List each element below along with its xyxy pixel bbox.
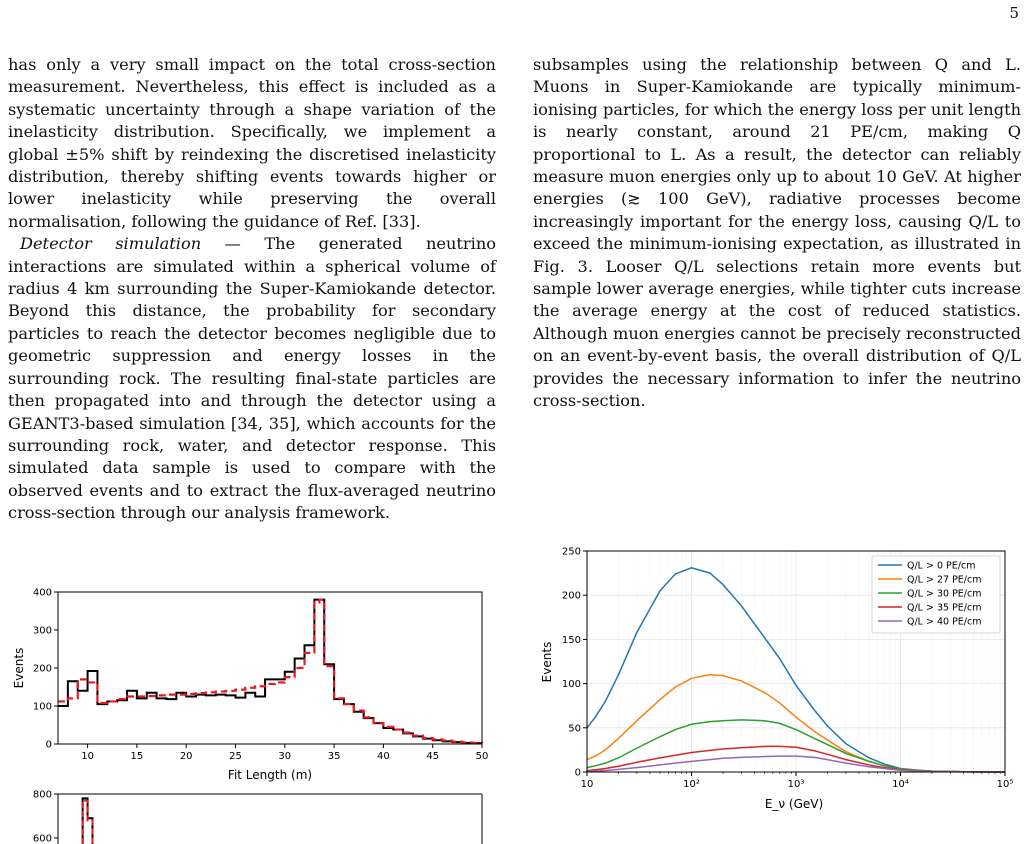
fit-length-xtick-label: 20 [180,751,193,762]
second-histogram-ytick-label: 600 [33,834,52,844]
energy-xtick-label: 10⁴ [892,779,909,790]
fit-length-axes: 10 15 20 25 30 35 40 45 50 0 100 200 300 400 [33,588,488,763]
energy-xtick-label: 10 [581,779,594,790]
paragraph-inelasticity: has only a very small impact on the tota… [8,55,496,231]
energy-legend: Q/L > 0 PE/cm Q/L > 27 PE/cm Q/L > 30 PE/c… [878,561,982,628]
fit-length-xlabel: Fit Length (m) [228,768,312,782]
fit-length-plot-frame [57,591,483,745]
heading-separator: — [201,234,265,254]
energy-ylabel: Events [540,642,554,683]
fit-length-xtick-label: 40 [377,751,390,762]
legend-entry-label: Q/L > 30 PE/cm [907,589,982,600]
legend-entry-label: Q/L > 35 PE/cm [907,603,982,614]
energy-series [586,567,1006,773]
energy-ytick-label: 100 [562,679,581,690]
fit-length-ylabel: Events [12,648,26,689]
fit-length-ytick-label: 200 [33,664,52,675]
right-column: subsamples using the relationship betwee… [533,54,1021,413]
paragraph-heading: Detector simulation [20,234,202,254]
fit-length-ytick-label: 0 [46,740,52,751]
paragraph-detector-simulation: Detector simulation — The generated neut… [8,233,496,524]
second-histogram-axes: 600 800 [33,790,58,844]
energy-ytick-label: 250 [562,547,581,558]
energy-ytick-label: 0 [575,768,581,779]
legend-entry-label: Q/L > 40 PE/cm [907,617,982,628]
energy-grid [586,550,1006,773]
paragraph-body: The generated neutrino interactions are … [8,234,496,523]
energy-ytick-label: 200 [562,591,581,602]
fit-length-xtick-label: 10 [81,751,94,762]
energy-axes: 10 10² 10³ 10⁴ 10⁵ 0 50 100 150 200 250 [562,547,1013,791]
fit-length-xtick-label: 30 [278,751,291,762]
energy-spectrum-chart: 10 10² 10³ 10⁴ 10⁵ 0 50 100 150 200 250 Events E_ν… [540,547,1013,812]
energy-ytick-label: 50 [568,723,581,734]
second-histogram-series [81,797,94,844]
energy-xlabel: E_ν (GeV) [765,797,823,811]
fit-length-ytick-label: 400 [33,588,52,599]
paragraph-muon-energy: subsamples using the relationship betwee… [533,55,1021,411]
energy-plot-frame [586,550,1006,773]
fit-length-series [58,598,484,745]
fit-length-ytick-label: 300 [33,626,52,637]
second-histogram: 600 800 [33,790,483,844]
fit-length-xtick-label: 25 [229,751,242,762]
fit-length-xtick-label: 15 [131,751,144,762]
page-number: 5 [1009,4,1019,22]
simulation-histogram-line [81,799,94,844]
second-histogram-ytick-label: 800 [33,790,52,801]
legend-entry-label: Q/L > 27 PE/cm [907,575,982,586]
simulation-histogram-line [58,598,484,744]
fit-length-histogram: 10 15 20 25 30 35 40 45 50 0 100 200 300 400 Fit Leng… [12,588,488,783]
legend-box [871,555,1001,634]
energy-xtick-label: 10³ [788,779,805,790]
data-histogram-line [58,598,482,745]
fit-length-xtick-label: 35 [328,751,341,762]
fit-length-ytick-label: 100 [33,702,52,713]
left-column: has only a very small impact on the tota… [8,54,496,525]
energy-xtick-label: 10² [683,779,700,790]
energy-series-line [586,755,1006,773]
legend-entry-label: Q/L > 0 PE/cm [907,561,975,572]
energy-ytick-label: 150 [562,635,581,646]
energy-xlabel-text: E_ν (GeV) [765,797,823,811]
fit-length-xtick-label: 45 [426,751,439,762]
energy-xtick-label: 10⁵ [997,779,1014,790]
fit-length-xtick-label: 50 [476,751,489,762]
